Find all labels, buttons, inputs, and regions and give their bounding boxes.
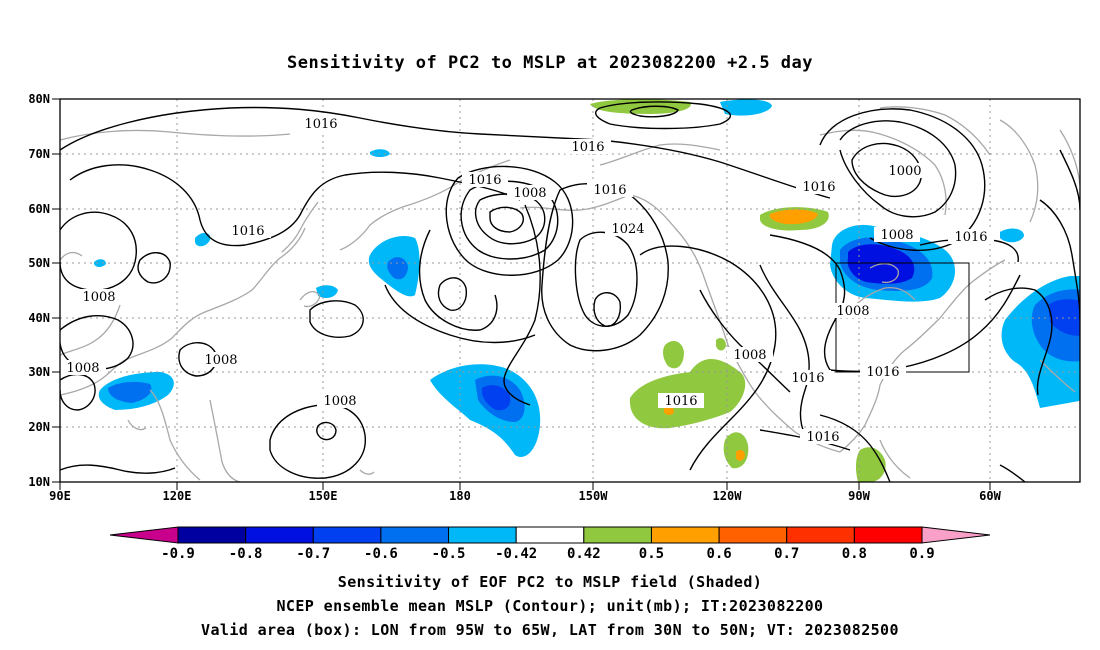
contour-label: 1016 bbox=[796, 179, 842, 195]
svg-text:1016: 1016 bbox=[866, 365, 899, 380]
svg-text:1008: 1008 bbox=[513, 186, 546, 201]
svg-text:1000: 1000 bbox=[888, 164, 921, 179]
colorbar-tick-label: -0.9 bbox=[161, 546, 195, 562]
contour-label: 1000 bbox=[882, 163, 928, 179]
svg-text:1008: 1008 bbox=[733, 348, 766, 363]
svg-text:1016: 1016 bbox=[806, 430, 839, 445]
lat-tick-label: 40N bbox=[28, 311, 50, 325]
colorbar-cell bbox=[786, 526, 855, 544]
svg-text:1008: 1008 bbox=[880, 228, 913, 243]
lon-tick-label: 150E bbox=[309, 489, 338, 503]
caption-line-2: NCEP ensemble mean MSLP (Contour); unit(… bbox=[276, 597, 824, 615]
contour-label: 1016 bbox=[658, 393, 704, 409]
map-frame bbox=[59, 98, 1081, 483]
svg-text:1016: 1016 bbox=[802, 180, 835, 195]
contour-label: 1008 bbox=[76, 289, 122, 305]
colorbar-tick-label: -0.5 bbox=[432, 546, 466, 562]
colorbar-cell bbox=[448, 526, 517, 544]
colorbar-cell bbox=[380, 526, 450, 544]
colorbar-cell bbox=[853, 526, 923, 544]
figure-title: Sensitivity of PC2 to MSLP at 2023082200… bbox=[287, 53, 813, 73]
caption-line-3: Valid area (box): LON from 95W to 65W, L… bbox=[201, 621, 899, 639]
svg-text:1024: 1024 bbox=[611, 222, 644, 237]
colorbar-tick-label: -0.7 bbox=[296, 546, 330, 562]
lon-tick-label: 90E bbox=[49, 489, 71, 503]
svg-text:1008: 1008 bbox=[836, 304, 869, 319]
lat-tick-label: 70N bbox=[28, 147, 50, 161]
colorbar-cell bbox=[245, 526, 314, 544]
svg-text:1016: 1016 bbox=[571, 140, 604, 155]
colorbar-tick-label: -0.42 bbox=[495, 546, 537, 562]
colorbar-tick-label: 0.8 bbox=[842, 546, 867, 562]
colorbar-tick-label: -0.8 bbox=[229, 546, 263, 562]
contour-label: 1016 bbox=[298, 116, 344, 132]
colorbar-tick-label: 0.5 bbox=[639, 546, 664, 562]
contour-label: 1008 bbox=[60, 360, 106, 376]
contour-label: 1016 bbox=[587, 182, 633, 198]
colorbar: -0.9 -0.8 -0.7 -0.6 -0.5 -0.42 0.42 0.5 0.6 0.7 0.… bbox=[109, 526, 991, 562]
lat-tick-label: 60N bbox=[28, 202, 50, 216]
contour-label: 1008 bbox=[727, 347, 773, 363]
svg-text:1008: 1008 bbox=[323, 394, 356, 409]
colorbar-high-end bbox=[921, 526, 991, 544]
contour-label: 1016 bbox=[948, 229, 994, 245]
colorbar-cell bbox=[177, 526, 247, 544]
svg-text:1016: 1016 bbox=[231, 224, 264, 239]
svg-text:1016: 1016 bbox=[664, 394, 697, 409]
lon-tick-label: 60W bbox=[979, 489, 1001, 503]
contour-labels: 1016 1016 1016 1016 1016 1016 1008 1024 … bbox=[60, 116, 994, 445]
lat-tick-label: 30N bbox=[28, 365, 50, 379]
colorbar-cell bbox=[718, 526, 788, 544]
colorbar-cell bbox=[583, 526, 652, 544]
contour-label: 1016 bbox=[785, 370, 831, 386]
map-panel: 1016 1016 1016 1016 1016 1016 1008 1024 … bbox=[28, 92, 1081, 503]
lon-tick-label: 90W bbox=[848, 489, 870, 503]
colorbar-cell bbox=[312, 526, 382, 544]
lat-tick-label: 80N bbox=[28, 92, 50, 106]
colorbar-low-end bbox=[109, 526, 179, 544]
contour-label: 1016 bbox=[565, 139, 611, 155]
svg-text:1008: 1008 bbox=[204, 353, 237, 368]
colorbar-tick-label: 0.6 bbox=[706, 546, 731, 562]
colorbar-tick-label: -0.6 bbox=[364, 546, 398, 562]
contour-label: 1008 bbox=[317, 393, 363, 409]
mslp-contours bbox=[60, 101, 1080, 482]
lon-tick-label: 120E bbox=[163, 489, 192, 503]
colorbar-labels: -0.9 -0.8 -0.7 -0.6 -0.5 -0.42 0.42 0.5 0.6 0.7 0.… bbox=[161, 546, 935, 562]
colorbar-cell bbox=[650, 526, 720, 544]
lat-tick-label: 50N bbox=[28, 256, 50, 270]
contour-label: 1016 bbox=[800, 429, 846, 445]
contour-label: 1008 bbox=[874, 227, 920, 243]
svg-text:1016: 1016 bbox=[304, 117, 337, 132]
contour-label: 1016 bbox=[225, 223, 271, 239]
caption-line-1: Sensitivity of EOF PC2 to MSLP field (Sh… bbox=[337, 573, 763, 591]
lon-tick-label: 150W bbox=[579, 489, 609, 503]
svg-text:1008: 1008 bbox=[82, 290, 115, 305]
lon-tick-label: 120W bbox=[713, 489, 743, 503]
contour-label: 1016 bbox=[860, 364, 906, 380]
colorbar-tick-label: 0.42 bbox=[567, 546, 601, 562]
svg-text:1016: 1016 bbox=[468, 173, 501, 188]
contour-label: 1024 bbox=[605, 221, 651, 237]
colorbar-cell bbox=[515, 526, 585, 544]
lat-tick-label: 20N bbox=[28, 420, 50, 434]
svg-text:1008: 1008 bbox=[66, 361, 99, 376]
colorbar-tick-label: 0.7 bbox=[774, 546, 799, 562]
contour-label: 1008 bbox=[507, 185, 553, 201]
svg-text:1016: 1016 bbox=[593, 183, 626, 198]
contour-label: 1008 bbox=[198, 352, 244, 368]
colorbar-tick-label: 0.9 bbox=[909, 546, 934, 562]
contour-label: 1016 bbox=[462, 172, 508, 188]
svg-text:1016: 1016 bbox=[954, 230, 987, 245]
lat-lon-gridlines bbox=[60, 99, 1080, 482]
lat-tick-label: 10N bbox=[28, 475, 50, 489]
longitude-tick-labels: 90E 120E 150E 180 150W 120W 90W 60W bbox=[49, 489, 1001, 503]
lon-tick-label: 180 bbox=[449, 489, 471, 503]
contour-label: 1008 bbox=[830, 303, 876, 319]
latitude-tick-labels: 80N 70N 60N 50N 40N 30N 20N 10N bbox=[28, 92, 50, 489]
axis-tick-marks bbox=[52, 98, 991, 490]
svg-text:1016: 1016 bbox=[791, 371, 824, 386]
